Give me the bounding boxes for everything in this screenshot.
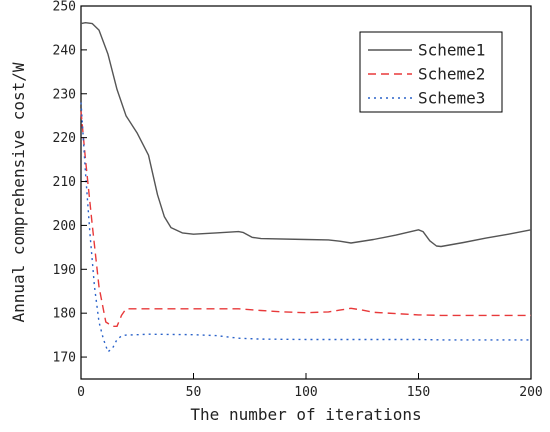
legend-label: Scheme3	[418, 89, 485, 108]
x-tick-label: 0	[77, 385, 85, 400]
axis-ticks: 0 50 100 150 200 170 180 190 200 210 220 230 240 250	[53, 0, 543, 400]
series-line-scheme3	[80, 102, 531, 353]
legend: Scheme1 Scheme2 Scheme3	[359, 31, 503, 113]
legend-box	[359, 31, 503, 113]
y-tick-label: 220	[53, 131, 76, 146]
series-line-scheme2	[80, 111, 531, 327]
y-tick-label: 210	[53, 175, 76, 190]
x-tick-label: 100	[294, 385, 317, 400]
y-tick-label: 180	[53, 307, 76, 322]
y-tick-label: 170	[53, 351, 76, 366]
x-tick-label: 50	[186, 385, 202, 400]
y-tick-label: 190	[53, 263, 76, 278]
y-axis-title: Annual comprehensive cost/W	[9, 62, 28, 322]
series-line-scheme1	[80, 22, 532, 248]
y-tick-label: 250	[53, 0, 76, 15]
x-axis-title: The number of iterations	[190, 405, 421, 424]
y-tick-label: 240	[53, 43, 76, 58]
y-tick-label: 200	[53, 219, 76, 234]
legend-label: Scheme1	[418, 41, 485, 60]
x-tick-label: 200	[519, 385, 542, 400]
y-tick-label: 230	[53, 87, 76, 102]
series-layer	[80, 22, 532, 353]
legend-label: Scheme2	[418, 65, 485, 84]
x-tick-label: 150	[407, 385, 430, 400]
